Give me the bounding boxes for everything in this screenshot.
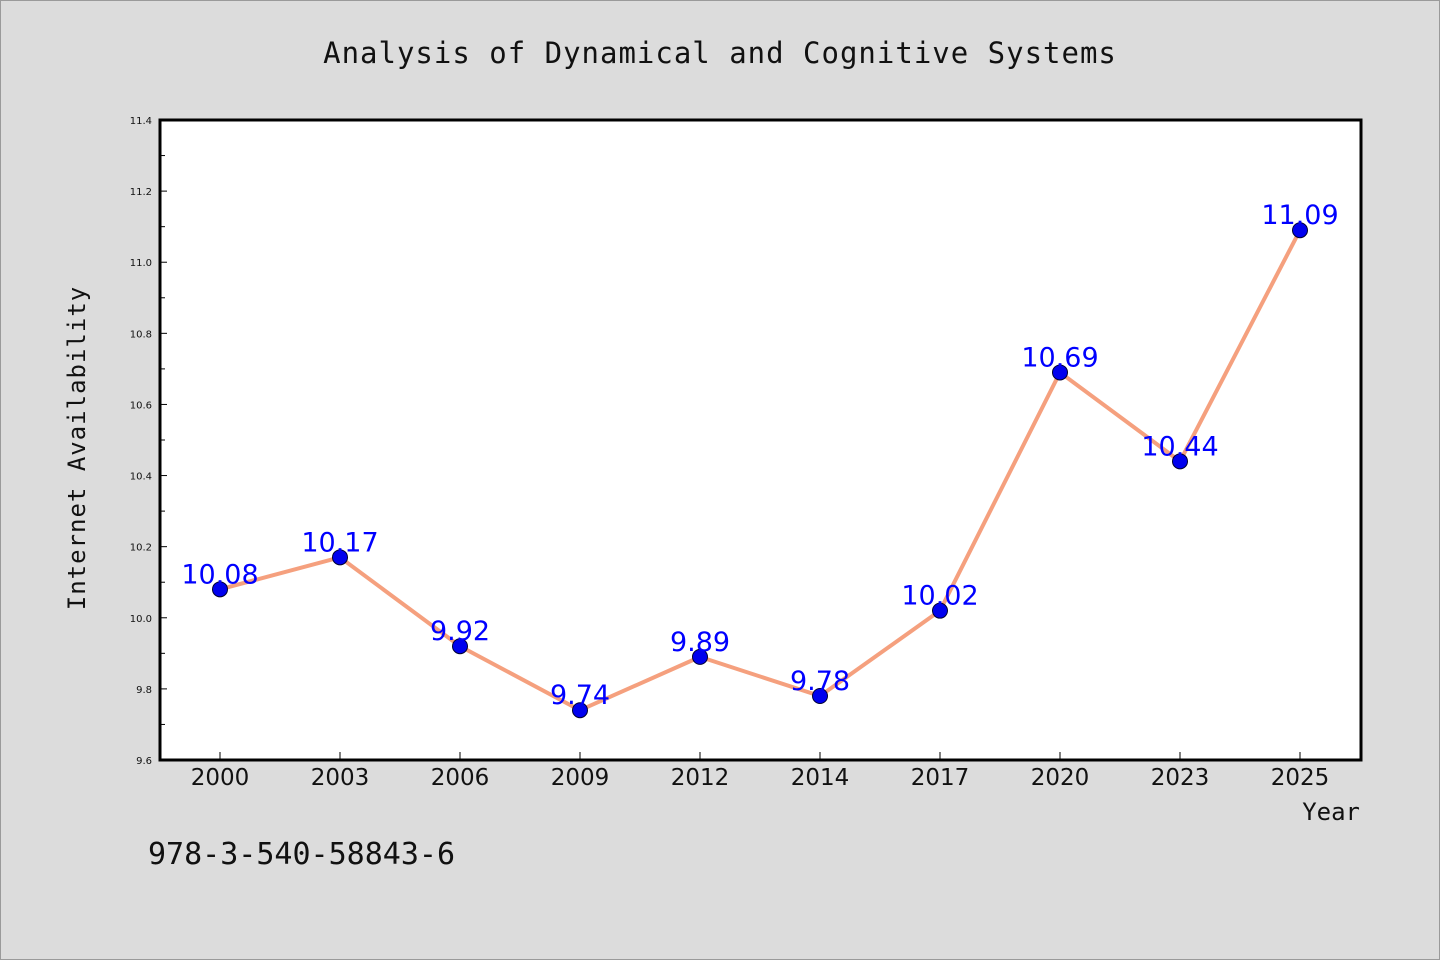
series-line (219, 229, 1302, 713)
x-axis-ticks: 2000 2003 2006 2009 2012 2014 2017 2020 2023 2025 (191, 752, 1330, 791)
data-label: 11.09 (1261, 200, 1338, 231)
data-label: 9.74 (550, 680, 610, 711)
x-tick-label: 2009 (551, 765, 610, 791)
y-tick-label: 9.6 (136, 756, 152, 767)
x-tick-label: 2020 (1031, 765, 1090, 791)
y-tick-label: 10.2 (130, 543, 152, 554)
data-point (812, 688, 828, 704)
x-tick-label: 2025 (1271, 765, 1330, 791)
x-tick-label: 2000 (191, 765, 250, 791)
data-point (572, 702, 588, 719)
y-tick-label: 11.0 (130, 258, 152, 269)
y-tick-label: 10.4 (130, 472, 152, 483)
y-axis-ticks: 9.6 9.8 10.0 10.2 10.4 10.6 10.8 11.0 11.2 11.4 (130, 116, 167, 767)
data-label: 10.08 (181, 559, 258, 590)
y-tick-label: 10.0 (130, 614, 152, 625)
data-labels: 10.08 10.17 9.92 9.74 9.89 9.78 10.02 10.69 10.4… (181, 200, 1338, 711)
data-point (692, 648, 708, 665)
series-layer (212, 222, 1308, 719)
y-tick-label: 10.8 (130, 329, 152, 340)
data-point (452, 638, 468, 655)
data-label: 9.89 (670, 627, 730, 658)
y-tick-label: 11.2 (130, 187, 152, 198)
data-label: 10.02 (901, 581, 978, 612)
x-tick-label: 2003 (311, 765, 370, 791)
data-point (1052, 364, 1068, 381)
data-label: 9.92 (430, 616, 490, 647)
data-point (332, 549, 348, 566)
y-tick-label: 10.6 (130, 400, 152, 411)
x-axis-label: Year (1302, 798, 1360, 826)
x-tick-label: 2014 (791, 765, 850, 791)
data-label: 10.17 (301, 527, 378, 558)
x-tick-label: 2023 (1151, 765, 1210, 791)
chart-title: Analysis of Dynamical and Cognitive Syst… (323, 36, 1117, 70)
x-tick-label: 2017 (911, 765, 970, 791)
y-axis-label: Internet Availability (63, 286, 91, 610)
plot-area (158, 118, 1363, 762)
y-tick-label: 9.8 (136, 685, 152, 696)
data-label: 10.44 (1141, 431, 1218, 462)
x-tick-label: 2006 (431, 765, 490, 791)
x-tick-label: 2012 (671, 765, 730, 791)
data-point (932, 602, 948, 619)
y-tick-label: 11.4 (130, 116, 152, 127)
data-point (1292, 222, 1308, 239)
data-point (1172, 453, 1188, 470)
data-label: 10.69 (1021, 342, 1098, 373)
data-point (212, 581, 228, 598)
data-label: 9.78 (790, 666, 850, 697)
footer-isbn: 978-3-540-58843-6 (148, 837, 455, 872)
